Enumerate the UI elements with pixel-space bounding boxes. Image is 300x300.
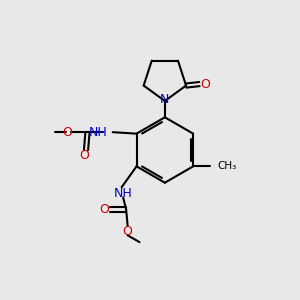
Text: O: O (62, 126, 72, 139)
Text: N: N (160, 93, 170, 106)
Text: CH₃: CH₃ (218, 161, 237, 171)
Text: O: O (99, 203, 109, 216)
Text: O: O (200, 78, 210, 91)
Text: O: O (123, 225, 133, 238)
Text: NH: NH (114, 187, 133, 200)
Text: NH: NH (89, 126, 107, 139)
Text: O: O (80, 149, 89, 162)
